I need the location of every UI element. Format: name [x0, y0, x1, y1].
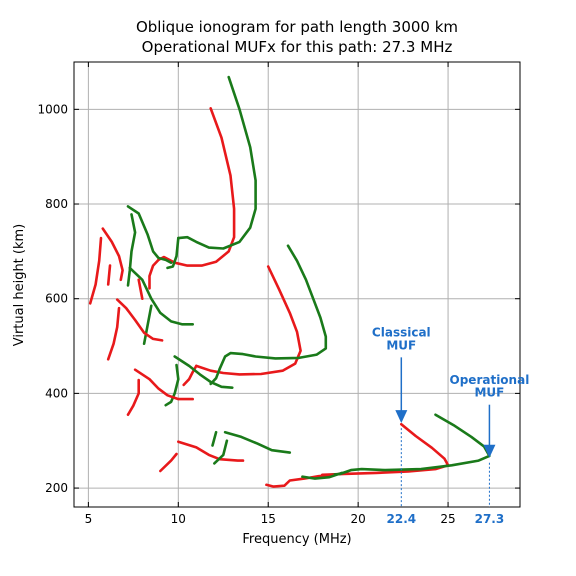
- x-tick-label: 25: [440, 512, 455, 526]
- chart-subtitle: Operational MUFx for this path: 27.3 MHz: [142, 38, 453, 56]
- trace-green-19: [173, 355, 234, 390]
- trace-red-13: [106, 306, 121, 361]
- trace-green-7: [128, 266, 194, 326]
- trace-green-3: [177, 75, 257, 250]
- annotation-arrow-head: [483, 444, 496, 458]
- series-layer: [88, 75, 491, 488]
- annotation-tick-label: 27.3: [475, 512, 505, 526]
- trace-red-15: [195, 265, 302, 376]
- y-axis-label: Virtual height (km): [12, 224, 27, 347]
- trace-red-21: [133, 368, 194, 401]
- x-axis-label: Frequency (MHz): [242, 532, 351, 547]
- annotation-tick-label: 22.4: [387, 512, 417, 526]
- trace-red-25: [265, 473, 335, 488]
- trace-red-2: [148, 258, 160, 290]
- x-tick-label: 10: [171, 512, 186, 526]
- chart-title: Oblique ionogram for path length 3000 km: [136, 18, 458, 36]
- y-tick-label: 600: [45, 292, 68, 306]
- trace-red-10: [88, 236, 103, 305]
- trace-red-27: [177, 440, 245, 462]
- plot-frame: [73, 61, 521, 508]
- axis-ticks: 5 10 15 20 25 200 400 600 800 1000: [37, 62, 520, 526]
- trace-green-17: [218, 244, 328, 371]
- trace-red-14: [137, 278, 144, 301]
- trace-green-30: [213, 439, 229, 465]
- trace-green-4: [166, 236, 180, 270]
- x-tick-label: 5: [85, 512, 93, 526]
- annotation-label-line: MUF: [386, 338, 416, 352]
- grid: [74, 62, 520, 507]
- annotation-arrow-head: [395, 410, 408, 424]
- y-tick-label: 1000: [37, 102, 68, 116]
- trace-green-24: [329, 413, 491, 477]
- annotation-label-line: Operational: [450, 373, 530, 387]
- trace-green-29: [223, 430, 292, 454]
- trace-green-20: [164, 363, 180, 407]
- y-tick-label: 400: [45, 386, 68, 400]
- x-tick-label: 15: [261, 512, 276, 526]
- trace-red-28: [159, 452, 178, 473]
- trace-red-0: [173, 107, 236, 267]
- trace-green-6: [126, 213, 137, 287]
- trace-red-22: [126, 378, 140, 417]
- trace-green-31: [211, 430, 218, 447]
- annotation-label-line: MUF: [474, 386, 504, 400]
- trace-green-26: [301, 471, 344, 480]
- trace-red-9: [101, 227, 124, 282]
- y-tick-label: 800: [45, 197, 68, 211]
- annotation-label-line: Classical: [372, 326, 431, 340]
- trace-green-5: [126, 205, 173, 265]
- x-tick-label: 20: [351, 512, 366, 526]
- trace-green-8: [142, 304, 153, 346]
- y-tick-label: 200: [45, 481, 68, 495]
- trace-red-12: [115, 298, 164, 342]
- trace-red-11: [106, 264, 112, 286]
